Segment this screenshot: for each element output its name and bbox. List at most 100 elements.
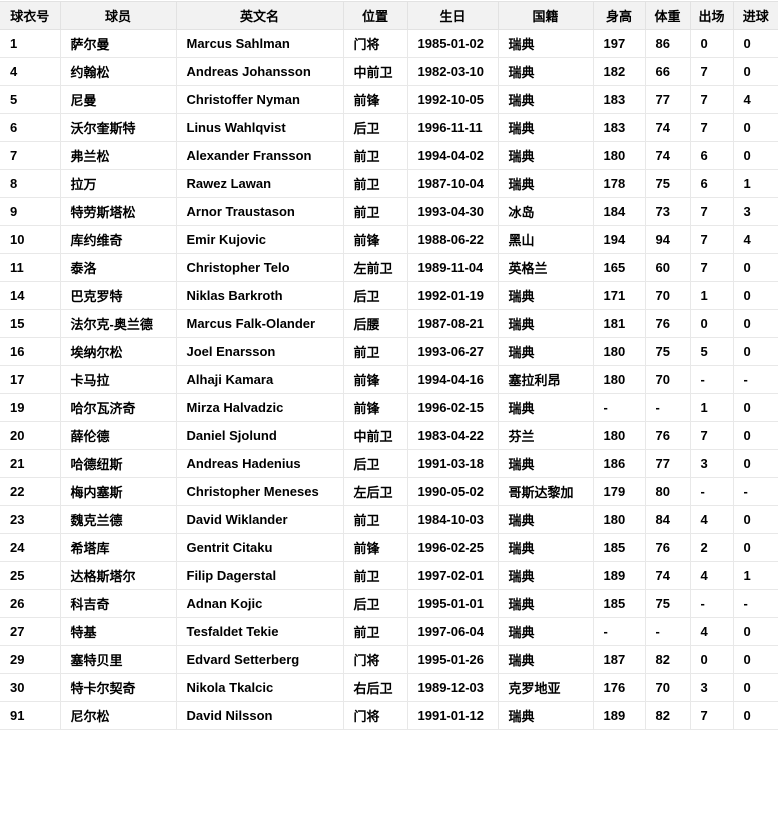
table-row: 7 弗兰松 Alexander Fransson 前卫 1994-04-02 瑞典 180 7… bbox=[0, 141, 778, 170]
cell-weight: 76 bbox=[644, 421, 691, 450]
cell-goals: 0 bbox=[732, 505, 778, 534]
cell-nationality: 瑞典 bbox=[497, 449, 594, 478]
cell-weight: 80 bbox=[644, 477, 691, 506]
cell-height: 185 bbox=[592, 533, 646, 562]
cell-weight: - bbox=[644, 393, 691, 422]
cell-goals: 0 bbox=[732, 337, 778, 366]
cell-number: 22 bbox=[0, 477, 61, 506]
cell-appearances: 6 bbox=[689, 169, 734, 198]
cell-nationality: 瑞典 bbox=[497, 281, 594, 310]
cell-goals: 0 bbox=[732, 57, 778, 86]
cell-position: 前卫 bbox=[342, 197, 408, 226]
roster-body: 1 萨尔曼 Marcus Sahlman 门将 1985-01-02 瑞典 197 86 0 0 4… bbox=[0, 29, 778, 730]
cell-english_name: Christoffer Nyman bbox=[175, 85, 344, 114]
cell-english_name: Linus Wahlqvist bbox=[175, 113, 344, 142]
cell-height: 165 bbox=[592, 253, 646, 282]
cell-birthday: 1989-11-04 bbox=[406, 253, 499, 282]
cell-height: 187 bbox=[592, 645, 646, 674]
cell-player: 萨尔曼 bbox=[59, 29, 177, 58]
cell-weight: 86 bbox=[644, 29, 691, 58]
table-row: 9 特劳斯塔松 Arnor Traustason 前卫 1993-04-30 冰岛 184 7… bbox=[0, 197, 778, 226]
cell-english_name: Marcus Sahlman bbox=[175, 29, 344, 58]
cell-nationality: 英格兰 bbox=[497, 253, 594, 282]
cell-position: 门将 bbox=[342, 29, 408, 58]
table-row: 10 库约维奇 Emir Kujovic 前锋 1988-06-22 黑山 194 94 7 4 bbox=[0, 225, 778, 254]
cell-nationality: 瑞典 bbox=[497, 589, 594, 618]
cell-number: 4 bbox=[0, 57, 61, 86]
table-row: 8 拉万 Rawez Lawan 前卫 1987-10-04 瑞典 178 75 6 1 bbox=[0, 169, 778, 198]
table-row: 4 约翰松 Andreas Johansson 中前卫 1982-03-10 瑞典 182 6… bbox=[0, 57, 778, 86]
cell-nationality: 塞拉利昂 bbox=[497, 365, 594, 394]
cell-appearances: 7 bbox=[689, 113, 734, 142]
cell-birthday: 1991-03-18 bbox=[406, 449, 499, 478]
cell-weight: 73 bbox=[644, 197, 691, 226]
cell-position: 前锋 bbox=[342, 225, 408, 254]
cell-height: 181 bbox=[592, 309, 646, 338]
cell-position: 前卫 bbox=[342, 337, 408, 366]
cell-number: 21 bbox=[0, 449, 61, 478]
cell-goals: 0 bbox=[732, 645, 778, 674]
cell-english_name: Joel Enarsson bbox=[175, 337, 344, 366]
cell-goals: 0 bbox=[732, 393, 778, 422]
cell-birthday: 1993-06-27 bbox=[406, 337, 499, 366]
cell-nationality: 瑞典 bbox=[497, 113, 594, 142]
cell-english_name: Mirza Halvadzic bbox=[175, 393, 344, 422]
cell-appearances: 7 bbox=[689, 421, 734, 450]
cell-number: 27 bbox=[0, 617, 61, 646]
cell-nationality: 瑞典 bbox=[497, 505, 594, 534]
cell-goals: 4 bbox=[732, 85, 778, 114]
cell-player: 特劳斯塔松 bbox=[59, 197, 177, 226]
cell-birthday: 1993-04-30 bbox=[406, 197, 499, 226]
cell-height: 180 bbox=[592, 337, 646, 366]
cell-goals: - bbox=[732, 589, 778, 618]
cell-nationality: 哥斯达黎加 bbox=[497, 477, 594, 506]
cell-number: 17 bbox=[0, 365, 61, 394]
table-row: 17 卡马拉 Alhaji Kamara 前锋 1994-04-16 塞拉利昂 180 70-… bbox=[0, 365, 778, 394]
cell-appearances: 7 bbox=[689, 197, 734, 226]
cell-appearances: 7 bbox=[689, 253, 734, 282]
cell-nationality: 黑山 bbox=[497, 225, 594, 254]
cell-player: 哈尔瓦济奇 bbox=[59, 393, 177, 422]
cell-birthday: 1995-01-01 bbox=[406, 589, 499, 618]
cell-weight: 84 bbox=[644, 505, 691, 534]
cell-goals: 0 bbox=[732, 533, 778, 562]
cell-goals: 0 bbox=[732, 113, 778, 142]
table-row: 20 薛伦德 Daniel Sjolund 中前卫 1983-04-22 芬兰 180 76 7… bbox=[0, 421, 778, 450]
table-row: 91 尼尔松 David Nilsson 门将 1991-01-12 瑞典 189 82 7 0 bbox=[0, 701, 778, 730]
cell-appearances: 1 bbox=[689, 281, 734, 310]
cell-number: 5 bbox=[0, 85, 61, 114]
cell-position: 中前卫 bbox=[342, 421, 408, 450]
cell-appearances: 4 bbox=[689, 505, 734, 534]
cell-goals: 0 bbox=[732, 617, 778, 646]
cell-nationality: 瑞典 bbox=[497, 309, 594, 338]
cell-weight: 74 bbox=[644, 561, 691, 590]
cell-position: 前卫 bbox=[342, 617, 408, 646]
cell-appearances: - bbox=[689, 477, 734, 506]
cell-number: 6 bbox=[0, 113, 61, 142]
cell-position: 后卫 bbox=[342, 589, 408, 618]
cell-position: 前锋 bbox=[342, 393, 408, 422]
cell-weight: 82 bbox=[644, 645, 691, 674]
column-header-weight: 体重 bbox=[644, 1, 691, 30]
table-row: 25 达格斯塔尔 Filip Dagerstal 前卫 1997-02-01 瑞典 189 7… bbox=[0, 561, 778, 590]
cell-english_name: David Wiklander bbox=[175, 505, 344, 534]
cell-number: 8 bbox=[0, 169, 61, 198]
cell-player: 尼曼 bbox=[59, 85, 177, 114]
cell-number: 10 bbox=[0, 225, 61, 254]
cell-weight: 82 bbox=[644, 701, 691, 730]
cell-nationality: 瑞典 bbox=[497, 645, 594, 674]
column-header-birthday: 生日 bbox=[406, 1, 499, 30]
cell-appearances: 4 bbox=[689, 561, 734, 590]
cell-nationality: 瑞典 bbox=[497, 85, 594, 114]
cell-weight: 94 bbox=[644, 225, 691, 254]
cell-goals: 0 bbox=[732, 29, 778, 58]
table-row: 15 法尔克-奥兰德 Marcus Falk-Olander 后腰 1987-08-21… bbox=[0, 309, 778, 338]
cell-weight: 75 bbox=[644, 169, 691, 198]
column-header-appearances: 出场 bbox=[689, 1, 734, 30]
cell-number: 24 bbox=[0, 533, 61, 562]
cell-english_name: David Nilsson bbox=[175, 701, 344, 730]
cell-position: 后卫 bbox=[342, 449, 408, 478]
cell-number: 19 bbox=[0, 393, 61, 422]
cell-height: 185 bbox=[592, 589, 646, 618]
cell-weight: 60 bbox=[644, 253, 691, 282]
